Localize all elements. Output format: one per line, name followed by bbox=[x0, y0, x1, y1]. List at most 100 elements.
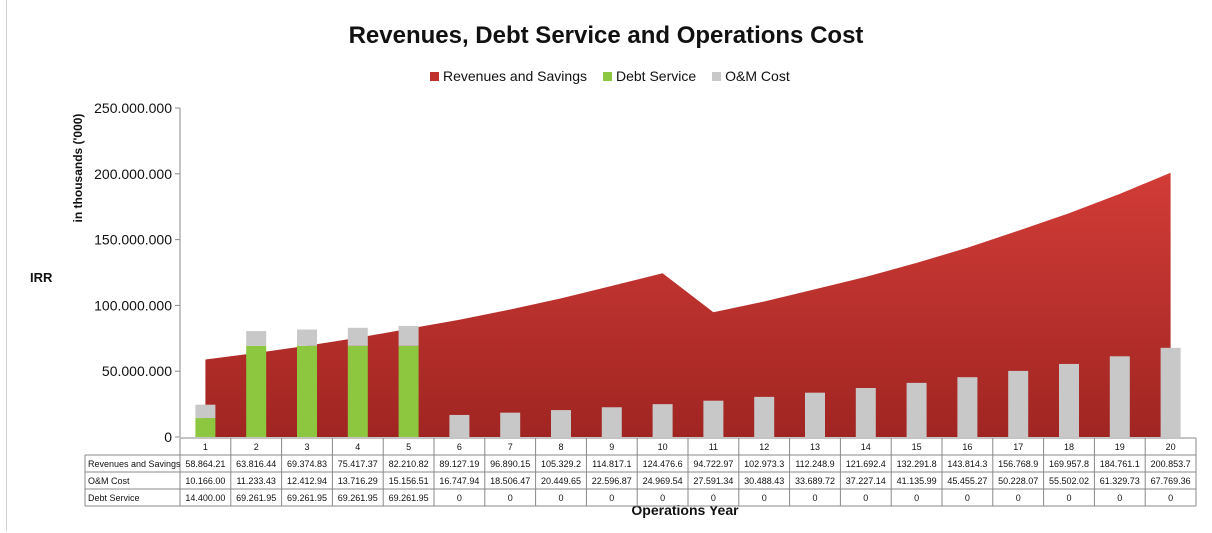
legend-swatch-debt-service bbox=[603, 71, 612, 81]
om-cost-bar bbox=[805, 392, 825, 437]
table-cell: 30.488.43 bbox=[744, 476, 784, 486]
table-cell: 143.814.3 bbox=[947, 459, 987, 469]
table-row-label: O&M Cost bbox=[88, 476, 130, 486]
legend-item-revenues: Revenues and Savings bbox=[430, 68, 587, 84]
debt-service-bar bbox=[297, 345, 317, 437]
om-cost-bar bbox=[957, 377, 978, 437]
y-tick-label: 200.000.000 bbox=[94, 166, 172, 182]
table-cell: 15.156.51 bbox=[389, 476, 429, 486]
x-tick-label: 20 bbox=[1166, 442, 1176, 452]
table-cell: 63.816.44 bbox=[236, 459, 276, 469]
table-cell: 0 bbox=[1016, 493, 1021, 503]
table-cell: 45.455.27 bbox=[947, 476, 987, 486]
table-cell: 12.412.94 bbox=[287, 476, 327, 486]
om-cost-bar bbox=[855, 388, 876, 437]
table-cell: 114.817.1 bbox=[592, 459, 631, 469]
debt-service-bar bbox=[246, 345, 267, 437]
table-cell: 0 bbox=[762, 493, 767, 503]
x-tick-label: 3 bbox=[304, 442, 309, 452]
table-cell: 112.248.9 bbox=[795, 459, 834, 469]
table-cell: 10.166.00 bbox=[185, 476, 225, 486]
om-cost-bar bbox=[449, 414, 470, 437]
table-cell: 132.291.8 bbox=[897, 459, 937, 469]
om-cost-bar bbox=[500, 412, 521, 437]
debt-service-bar bbox=[347, 345, 368, 437]
om-cost-bar bbox=[601, 407, 622, 437]
table-cell: 75.417.37 bbox=[338, 459, 378, 469]
x-tick-label: 17 bbox=[1013, 442, 1023, 452]
chart-frame bbox=[6, 0, 1210, 531]
debt-service-bar bbox=[195, 418, 216, 437]
table-cell: 0 bbox=[965, 493, 970, 503]
om-cost-bar bbox=[347, 327, 368, 346]
om-cost-bar bbox=[1160, 347, 1181, 437]
table-cell: 16.747.94 bbox=[439, 476, 479, 486]
legend-label-om-cost: O&M Cost bbox=[725, 68, 790, 84]
legend-item-debt-service: Debt Service bbox=[603, 68, 696, 84]
table-cell: 67.769.36 bbox=[1151, 476, 1191, 486]
x-tick-label: 4 bbox=[355, 442, 360, 452]
table-cell: 11.233.43 bbox=[237, 476, 276, 486]
table-cell: 169.957.8 bbox=[1049, 459, 1089, 469]
x-tick-label: 10 bbox=[658, 442, 668, 452]
table-cell: 0 bbox=[914, 493, 919, 503]
x-tick-label: 13 bbox=[810, 442, 820, 452]
table-cell: 69.261.95 bbox=[236, 493, 276, 503]
table-cell: 61.329.73 bbox=[1100, 476, 1140, 486]
legend-item-om-cost: O&M Cost bbox=[712, 68, 790, 84]
table-cell: 22.596.87 bbox=[592, 476, 632, 486]
table-cell: 0 bbox=[1117, 493, 1122, 503]
om-cost-bar bbox=[551, 410, 571, 437]
x-tick-label: 14 bbox=[861, 442, 871, 452]
table-row-label: Debt Service bbox=[88, 493, 140, 503]
chart-legend: Revenues and Savings Debt Service O&M Co… bbox=[430, 68, 790, 84]
om-cost-bar bbox=[297, 329, 317, 346]
legend-swatch-revenues bbox=[430, 71, 439, 81]
table-cell: 20.449.65 bbox=[541, 476, 581, 486]
y-tick-label: 150.000.000 bbox=[94, 232, 172, 248]
table-cell: 121.692.4 bbox=[846, 459, 886, 469]
table-cell: 0 bbox=[812, 493, 817, 503]
table-cell: 24.969.54 bbox=[643, 476, 683, 486]
table-cell: 58.864.21 bbox=[185, 459, 225, 469]
x-tick-label: 2 bbox=[254, 442, 259, 452]
table-cell: 0 bbox=[558, 493, 563, 503]
x-tick-label: 19 bbox=[1115, 442, 1125, 452]
table-cell: 105.329.2 bbox=[541, 459, 581, 469]
debt-service-bar bbox=[398, 345, 419, 437]
table-cell: 33.689.72 bbox=[795, 476, 835, 486]
y-tick-label: 100.000.000 bbox=[94, 297, 172, 313]
table-cell: 69.261.95 bbox=[389, 493, 429, 503]
y-axis-title: in thousands ('000) bbox=[71, 114, 85, 223]
legend-label-revenues: Revenues and Savings bbox=[443, 68, 587, 84]
legend-swatch-om-cost bbox=[712, 71, 722, 81]
table-cell: 27.591.34 bbox=[693, 476, 733, 486]
chart-title: Revenues, Debt Service and Operations Co… bbox=[348, 22, 864, 49]
table-cell: 50.228.07 bbox=[998, 476, 1038, 486]
y-tick-label: 0 bbox=[164, 429, 172, 445]
legend-label-debt-service: Debt Service bbox=[616, 68, 697, 84]
x-tick-label: 11 bbox=[709, 442, 718, 452]
table-cell: 94.722.97 bbox=[693, 459, 733, 469]
table-cell: 184.761.1 bbox=[1100, 459, 1140, 469]
table-row-label: Revenues and Savings bbox=[88, 459, 181, 469]
om-cost-bar bbox=[652, 404, 673, 437]
om-cost-bar bbox=[1059, 363, 1079, 437]
revenues-area bbox=[205, 172, 1171, 437]
x-tick-label: 5 bbox=[406, 442, 411, 452]
x-tick-label: 15 bbox=[912, 442, 922, 452]
table-cell: 0 bbox=[609, 493, 614, 503]
table-cell: 0 bbox=[1066, 493, 1071, 503]
table-cell: 69.261.95 bbox=[338, 493, 378, 503]
table-cell: 55.502.02 bbox=[1049, 476, 1089, 486]
table-cell: 41.135.99 bbox=[897, 476, 937, 486]
table-cell: 0 bbox=[660, 493, 665, 503]
table-cell: 102.973.3 bbox=[744, 459, 784, 469]
table-cell: 0 bbox=[1168, 493, 1173, 503]
om-cost-bar bbox=[754, 396, 775, 437]
om-cost-bar bbox=[906, 382, 927, 437]
x-tick-label: 18 bbox=[1064, 442, 1074, 452]
table-cell: 0 bbox=[508, 493, 513, 503]
x-tick-label: 8 bbox=[558, 442, 563, 452]
